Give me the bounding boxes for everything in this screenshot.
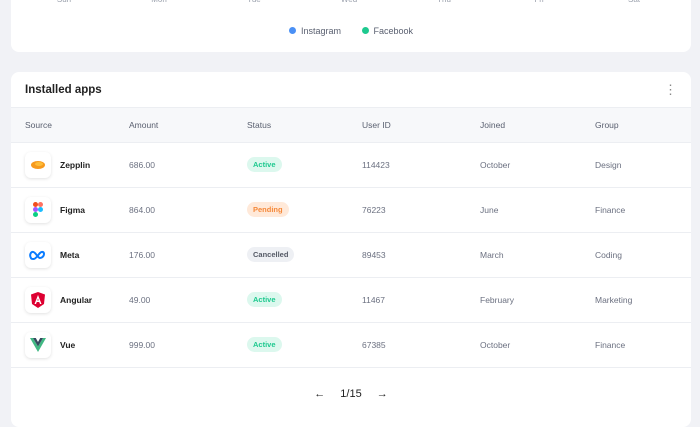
instagram-dot-icon [288, 27, 296, 34]
amount-cell: 176.00 [129, 232, 247, 278]
status-cell: Active [247, 142, 362, 188]
apps-table: Source Amount Status User ID Joined Group Zep… [11, 108, 691, 368]
figma-icon [25, 196, 51, 223]
column-header: Amount [129, 108, 247, 143]
x-tick-label: Tue [247, 0, 261, 4]
table-row[interactable]: Meta 176.00 Cancelled 89453 March Coding [11, 232, 691, 278]
user-id-cell: 11467 [362, 277, 480, 323]
app-name: Vue [60, 339, 76, 350]
column-header: Source [11, 108, 129, 143]
x-tick-label: Thu [437, 0, 451, 4]
group-cell: Finance [595, 187, 691, 233]
x-tick-label: Mon [151, 0, 167, 4]
source-cell: Figma [11, 187, 129, 233]
x-tick-label: Sun [57, 0, 71, 4]
status-badge: Active [247, 337, 282, 352]
joined-cell: October [480, 142, 595, 188]
legend-instagram[interactable]: Instagram [288, 26, 341, 36]
facebook-dot-icon [361, 27, 369, 34]
app-name: Figma [60, 204, 86, 215]
joined-cell: February [480, 277, 595, 323]
table-row[interactable]: Vue 999.00 Active 67385 October Finance [11, 322, 691, 368]
app-name: Meta [60, 249, 80, 260]
status-badge: Active [247, 157, 282, 172]
column-header: Status [247, 108, 362, 143]
user-id-cell: 114423 [362, 142, 480, 188]
amount-cell: 999.00 [129, 322, 247, 368]
x-tick-label: Sat [628, 0, 640, 4]
app-name: Zepplin [60, 159, 91, 170]
status-cell: Active [247, 277, 362, 323]
status-badge: Active [247, 292, 282, 307]
user-id-cell: 89453 [362, 232, 480, 278]
status-cell: Active [247, 322, 362, 368]
status-badge: Pending [247, 202, 289, 217]
user-id-cell: 67385 [362, 322, 480, 368]
table-row[interactable]: Figma 864.00 Pending 76223 June Finance [11, 187, 691, 233]
column-header: Joined [480, 108, 595, 143]
amount-cell: 49.00 [129, 277, 247, 323]
prev-page-button[interactable]: ← [314, 388, 326, 400]
chart-card: Sun Mon Tue Wed Thu Fri Sat Instagram Facebook [11, 0, 691, 52]
next-page-button[interactable]: → [376, 388, 388, 400]
source-cell: Angular [11, 277, 129, 323]
pagination: ← 1/15 → [11, 388, 691, 400]
source-cell: Zepplin [11, 142, 129, 188]
app-name: Angular [60, 294, 93, 305]
installed-apps-card: Installed apps ⋮ Source Amount Status User … [11, 72, 691, 427]
table-row[interactable]: Angular 49.00 Active 11467 February Marketing [11, 277, 691, 323]
x-tick-label: Wed [341, 0, 357, 4]
meta-icon [25, 241, 51, 268]
group-cell: Coding [595, 232, 691, 278]
group-cell: Marketing [595, 277, 691, 323]
table-row[interactable]: Zepplin 686.00 Active 114423 October Design [11, 142, 691, 188]
vue-icon [25, 331, 51, 358]
amount-cell: 686.00 [129, 142, 247, 188]
x-axis-labels: Sun Mon Tue Wed Thu Fri Sat [11, 0, 691, 5]
column-header: Group [595, 108, 691, 143]
more-options-icon[interactable]: ⋮ [664, 81, 677, 97]
card-title: Installed apps [25, 83, 102, 96]
legend-label: Facebook [373, 26, 414, 36]
source-cell: Vue [11, 322, 129, 368]
status-badge: Cancelled [247, 247, 295, 262]
chart-legend: Instagram Facebook [11, 26, 691, 36]
status-cell: Cancelled [247, 232, 362, 278]
status-cell: Pending [247, 187, 362, 233]
page-indicator: 1/15 [340, 388, 362, 400]
column-header: User ID [362, 108, 480, 143]
group-cell: Design [595, 142, 691, 188]
legend-facebook[interactable]: Facebook [361, 26, 414, 36]
source-cell: Meta [11, 232, 129, 278]
zeplin-icon [25, 151, 51, 178]
joined-cell: October [480, 322, 595, 368]
joined-cell: June [480, 187, 595, 233]
joined-cell: March [480, 232, 595, 278]
user-id-cell: 76223 [362, 187, 480, 233]
amount-cell: 864.00 [129, 187, 247, 233]
legend-label: Instagram [300, 26, 341, 36]
x-tick-label: Fri [534, 0, 543, 4]
group-cell: Finance [595, 322, 691, 368]
angular-icon [25, 286, 51, 313]
